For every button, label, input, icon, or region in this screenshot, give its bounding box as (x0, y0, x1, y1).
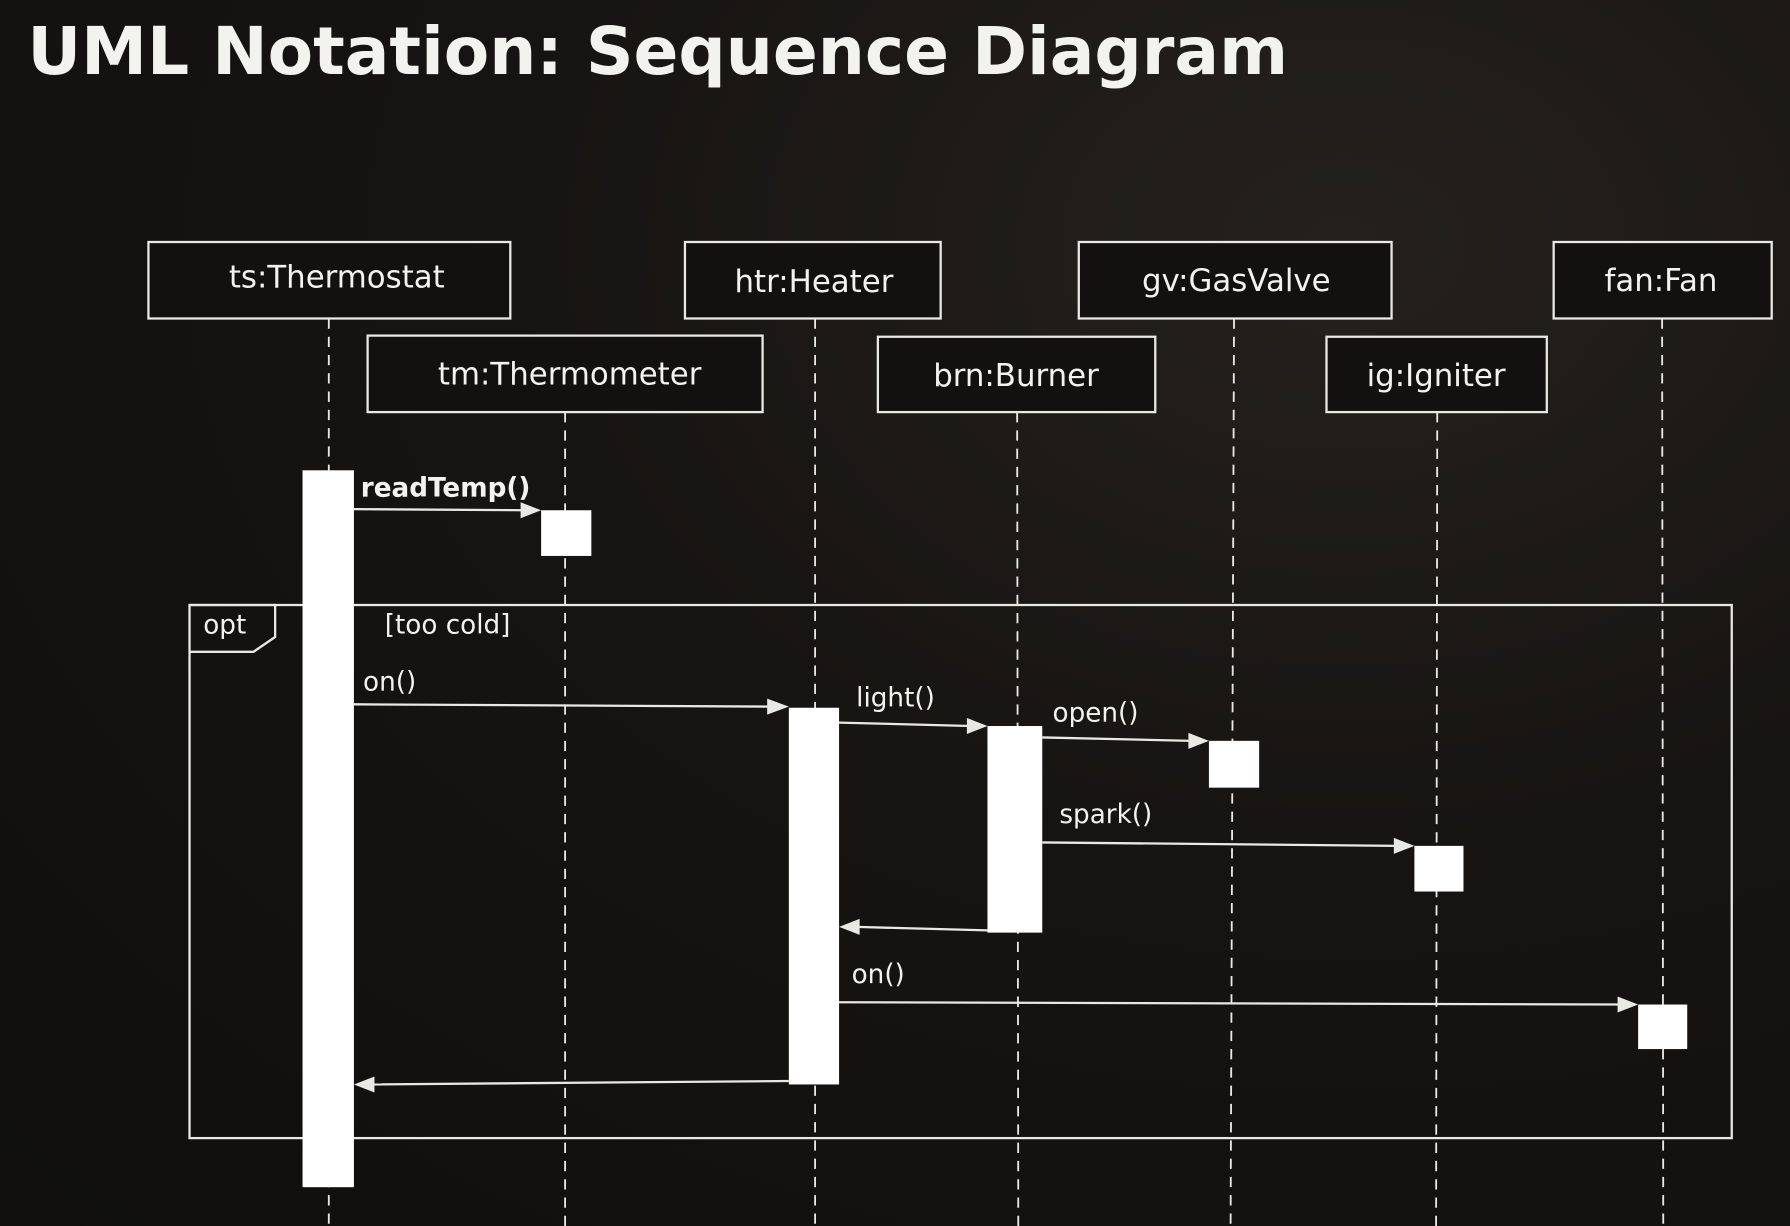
arrowhead-icon (767, 698, 789, 715)
lifeline-fan (1661, 318, 1665, 1226)
participant-label: gv:GasValve (1142, 263, 1331, 299)
participant-fan: fan:Fan (1552, 240, 1773, 320)
message-label: readTemp() (361, 474, 531, 504)
message-on-heater: on() (353, 668, 789, 715)
arrowhead-icon (520, 502, 542, 519)
activation-ig (1414, 845, 1464, 892)
message-open: open() (1042, 698, 1209, 749)
fragment-guard: [too cold] (385, 611, 511, 641)
participant-ig: ig:Igniter (1325, 335, 1548, 414)
opt-fragment: opt [too cold] (188, 603, 1733, 1140)
participant-gv: gv:GasValve (1077, 240, 1393, 320)
message-on-fan: on() (839, 960, 1639, 1013)
lifeline-ig (1435, 412, 1439, 1226)
participant-label: fan:Fan (1604, 263, 1717, 299)
participant-label: ig:Igniter (1367, 358, 1506, 394)
participant-label: htr:Heater (735, 264, 894, 300)
arrowhead-icon (1617, 996, 1639, 1013)
message-label: on() (852, 960, 905, 990)
message-spark: spark() (1042, 800, 1415, 854)
message-label: spark() (1059, 800, 1152, 830)
participant-tm: tm:Thermometer (366, 334, 764, 414)
message-label: on() (363, 668, 416, 698)
message-label: open() (1053, 698, 1139, 728)
fragment-frame (188, 603, 1733, 1140)
message-label: light() (856, 684, 935, 714)
lifeline-gv (1229, 318, 1235, 1226)
message-return-heater (353, 1076, 789, 1093)
participant-label: brn:Burner (933, 358, 1099, 394)
arrowhead-icon (1393, 837, 1415, 854)
arrowhead-icon (1188, 732, 1209, 749)
arrowhead-icon (839, 918, 860, 935)
activation-gv (1208, 740, 1260, 788)
arrowhead-icon (966, 718, 988, 735)
message-readTemp: readTemp() (353, 474, 542, 519)
participant-htr: htr:Heater (683, 240, 942, 320)
participant-ts: ts:Thermostat (147, 240, 512, 320)
activation-brn (987, 726, 1043, 933)
activation-ts (302, 470, 354, 1188)
arrowhead-icon (353, 1076, 375, 1093)
slide-title: UML Notation: Sequence Diagram (27, 13, 1288, 90)
message-return-burner (839, 918, 988, 935)
message-light: light() (839, 684, 988, 735)
participant-label: tm:Thermometer (438, 357, 702, 393)
participant-label: ts:Thermostat (229, 260, 445, 296)
activation-tm (541, 510, 592, 556)
fragment-tag (189, 603, 277, 653)
activations (302, 470, 1688, 1188)
activation-fan (1638, 1004, 1688, 1050)
activation-htr (788, 707, 840, 1085)
fragment-operator: opt (203, 611, 246, 641)
participant-brn: brn:Burner (876, 335, 1157, 414)
